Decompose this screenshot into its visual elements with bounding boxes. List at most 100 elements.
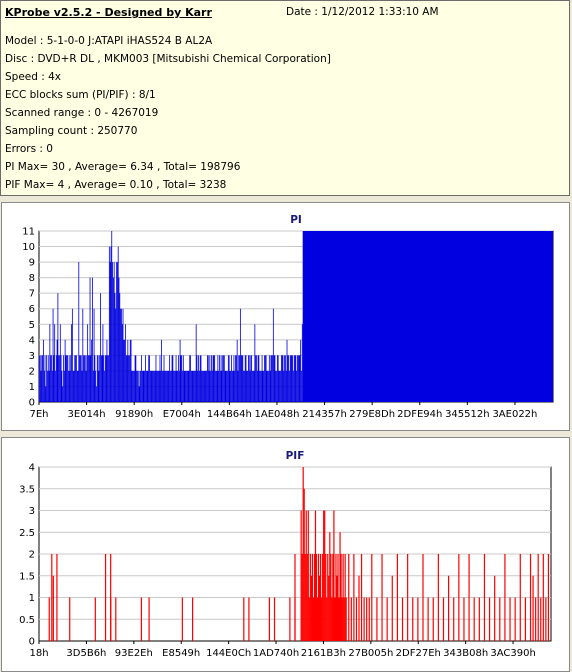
- pi-bar: [207, 355, 209, 402]
- pi-bar: [283, 370, 285, 402]
- pi-bar: [51, 370, 53, 402]
- pi-bar: [243, 370, 245, 402]
- pi-bar: [270, 355, 272, 402]
- x-tick-label: 1AD740h: [253, 648, 299, 659]
- pi-bar: [301, 370, 302, 402]
- pi-bar: [182, 355, 184, 402]
- pi-bar: [69, 370, 71, 402]
- pi-bar: [227, 370, 228, 402]
- pi-bar: [41, 355, 43, 402]
- pi-bar: [215, 370, 216, 402]
- y-tick-label: 1: [29, 382, 35, 393]
- x-tick-label: 345512h: [445, 409, 490, 420]
- pi-bar: [254, 324, 256, 402]
- pi-bar: [262, 370, 264, 402]
- pi-bar: [293, 370, 294, 402]
- pi-bar: [130, 339, 132, 402]
- pi-bar: [170, 370, 172, 402]
- pi-bar: [194, 370, 196, 402]
- pi-bar: [186, 370, 187, 402]
- pi-bar: [166, 370, 167, 402]
- y-tick-label: 7: [29, 289, 35, 300]
- pi-bar: [198, 370, 200, 402]
- pi-bar: [100, 293, 101, 402]
- x-tick-label: 7Eh: [29, 409, 48, 420]
- pi-bar: [232, 370, 234, 402]
- pi-bar: [211, 355, 212, 402]
- pi-bar: [193, 370, 195, 402]
- pi-bar: [264, 355, 265, 402]
- pi-bar: [265, 355, 267, 402]
- pi-bar: [70, 355, 72, 402]
- pi-bar: [242, 355, 244, 402]
- pi-bar: [129, 355, 130, 402]
- pi-bar: [284, 355, 286, 402]
- x-tick-label: 3E014h: [68, 409, 106, 420]
- pi-bar: [150, 370, 152, 402]
- info-panel: KProbe v2.5.2 - Designed by Karr Date : …: [0, 0, 570, 196]
- pi-bar: [202, 370, 203, 402]
- pi-bar: [113, 262, 115, 402]
- pi-bar: [88, 355, 89, 402]
- pi-bar: [120, 308, 121, 402]
- pi-bar: [276, 370, 277, 402]
- y-tick-label: 5: [29, 320, 35, 331]
- info-pif-stats: PIF Max= 4 , Average= 0.10 , Total= 3238: [5, 179, 227, 191]
- pi-bar: [127, 339, 129, 402]
- pi-bar: [244, 355, 246, 402]
- pi-bar: [128, 355, 130, 402]
- info-speed: Speed : 4x: [5, 71, 62, 83]
- pi-bar: [97, 355, 99, 402]
- pi-bar: [287, 355, 289, 402]
- pi-bar: [297, 355, 299, 402]
- x-tick-label: E8549h: [162, 648, 200, 659]
- pi-bar: [47, 370, 48, 402]
- pi-bar: [289, 355, 291, 402]
- pi-bar: [138, 386, 140, 402]
- pi-bar: [281, 355, 283, 402]
- pi-bar: [80, 355, 82, 402]
- pi-bar: [71, 324, 72, 402]
- y-tick-label: 9: [29, 258, 35, 269]
- x-tick-label: 3AE022h: [492, 409, 537, 420]
- pi-bar: [245, 355, 247, 402]
- pi-bar: [144, 370, 146, 402]
- pi-bar: [201, 370, 203, 402]
- app-title: KProbe v2.5.2 - Designed by Karr: [5, 6, 212, 19]
- x-tick-label: 91890h: [115, 409, 153, 420]
- pi-bar: [55, 370, 56, 402]
- pi-bar: [47, 355, 49, 402]
- pi-bar: [40, 370, 42, 402]
- pi-bar: [146, 370, 148, 402]
- pi-bar: [174, 370, 176, 402]
- pi-bar: [62, 386, 64, 402]
- pi-bar: [57, 293, 59, 402]
- pi-bar: [123, 339, 125, 402]
- pi-bar: [252, 370, 254, 402]
- pi-bar: [299, 355, 301, 402]
- pi-bar: [92, 277, 93, 402]
- pi-bar: [273, 355, 275, 402]
- pi-bar: [125, 324, 126, 402]
- pi-bar: [46, 355, 48, 402]
- pi-bar: [286, 339, 288, 402]
- pi-bar: [186, 370, 188, 402]
- pi-bar: [190, 355, 191, 402]
- info-scanned-range: Scanned range : 0 - 4267019: [5, 107, 159, 119]
- pi-bar: [104, 370, 105, 402]
- y-tick-label: 3.5: [19, 484, 35, 495]
- pi-bar: [133, 370, 135, 402]
- pi-bar: [166, 370, 168, 402]
- pi-bar: [289, 370, 290, 402]
- pi-bar: [158, 370, 160, 402]
- pi-bar: [206, 370, 208, 402]
- pi-bar: [82, 308, 84, 402]
- x-tick-label: 93E2Eh: [115, 648, 153, 659]
- pi-bar: [145, 370, 147, 402]
- pi-bar: [125, 355, 127, 402]
- pi-bar: [122, 308, 124, 402]
- pi-bar: [87, 324, 89, 402]
- pi-bar: [225, 370, 227, 402]
- y-tick-label: 2.5: [19, 528, 35, 539]
- y-tick-label: 0.5: [19, 615, 35, 626]
